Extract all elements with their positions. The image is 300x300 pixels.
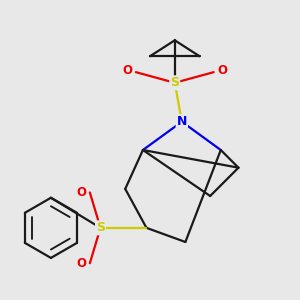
Text: S: S (96, 221, 105, 234)
Text: O: O (122, 64, 132, 77)
Text: O: O (76, 186, 86, 199)
Text: O: O (218, 64, 227, 77)
Text: N: N (177, 115, 187, 128)
Text: S: S (170, 76, 179, 89)
Text: O: O (76, 257, 86, 270)
